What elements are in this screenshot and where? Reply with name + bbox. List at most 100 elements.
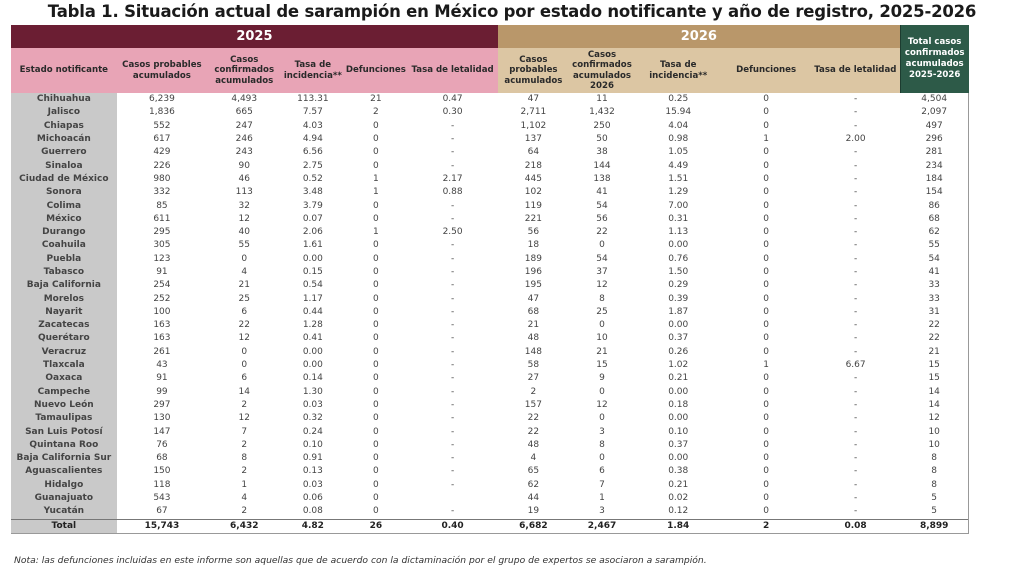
value-cell: 147: [153, 426, 171, 437]
state-name: Querétaro: [11, 332, 117, 346]
value-cell: 611: [153, 213, 171, 224]
value-cell: -: [853, 439, 858, 450]
value-cell: 0: [763, 426, 769, 437]
value-cell: 0.31: [668, 213, 689, 224]
value-cell: 243: [235, 147, 253, 158]
total-cell: 281: [900, 146, 970, 160]
total-cell: 8: [900, 452, 970, 466]
value-cell: 22: [527, 426, 540, 437]
value-cell: 4: [530, 453, 537, 464]
value-cell: -: [853, 107, 858, 118]
value-cell: 85: [156, 200, 168, 211]
value-cell: 19: [527, 506, 540, 517]
value-cell: 64: [527, 147, 540, 158]
state-name: Guanajuato: [11, 491, 117, 506]
value-cell: 99: [156, 386, 168, 397]
value-cell: 2: [721, 518, 811, 534]
value-cell: 617: [153, 134, 171, 145]
value-cell: 2: [373, 107, 379, 118]
value-cell: 189: [524, 253, 542, 264]
value-cell: 4,493: [231, 94, 258, 105]
table-row: San Luis Potosí 147 7 0.24 0 - 22 3 0.10 0 - 10: [11, 425, 970, 439]
value-cell: -: [853, 479, 858, 490]
value-cell: 0: [763, 439, 769, 450]
value-cell: 0: [373, 306, 379, 317]
table-row: Durango 295 40 2.06 1 2.50 56 22 1.13 0 - 62: [11, 225, 970, 240]
value-cell: 0: [241, 360, 248, 371]
value-cell: 0.24: [302, 426, 323, 437]
value-cell: 3.48: [302, 187, 323, 198]
state-name: Tabasco: [11, 265, 117, 280]
state-name: Sonora: [11, 186, 117, 200]
total-cell: 8,899: [900, 518, 970, 534]
value-cell: 7.00: [668, 200, 689, 211]
value-cell: -: [853, 240, 858, 251]
value-cell: 0: [763, 240, 769, 251]
table-row: Zacatecas 163 22 1.28 0 - 21 0 0.00 0 - 22: [11, 319, 970, 333]
value-cell: -: [853, 253, 858, 264]
value-cell: -: [853, 306, 858, 317]
value-cell: 1,432: [589, 107, 615, 118]
column-header-row: Estado notificante Casos probables acumu…: [11, 48, 969, 93]
table-row: Baja California Sur 68 8 0.91 0 - 4 0 0.00 0 - 8: [11, 452, 970, 466]
value-cell: 68: [527, 306, 540, 317]
state-name: Coahuila: [11, 239, 117, 253]
value-cell: 4.04: [668, 120, 689, 131]
value-cell: 0: [763, 493, 769, 504]
value-cell: 0.10: [668, 426, 689, 437]
value-cell: -: [853, 333, 858, 344]
total-cell: 2,097: [900, 106, 970, 120]
value-cell: -: [853, 320, 858, 331]
value-cell: 0: [373, 320, 379, 331]
state-name: Baja California Sur: [11, 452, 117, 466]
value-cell: -: [450, 213, 455, 224]
value-cell: 2,467: [568, 518, 636, 534]
value-cell: 0.00: [668, 413, 689, 424]
value-cell: 1.02: [668, 360, 689, 371]
value-cell: 0: [599, 413, 605, 424]
table-row: Chiapas 552 247 4.03 0 - 1,102 250 4.04 0 - 497: [11, 119, 970, 133]
value-cell: -: [450, 360, 455, 371]
value-cell: 3: [599, 426, 605, 437]
total-cell: 14: [900, 398, 970, 413]
value-cell: -: [853, 506, 858, 517]
value-cell: 0: [373, 267, 379, 277]
value-cell: 543: [153, 493, 171, 504]
value-cell: 0.00: [668, 453, 689, 464]
value-cell: 47: [527, 94, 540, 105]
value-cell: -: [853, 187, 858, 198]
value-cell: 221: [524, 213, 542, 224]
value-cell: 0.52: [302, 173, 323, 184]
value-cell: 137: [524, 134, 542, 145]
value-cell: 0.91: [302, 453, 323, 464]
value-cell: 1: [373, 227, 379, 238]
value-cell: 0: [373, 506, 379, 517]
value-cell: 0: [763, 200, 769, 211]
value-cell: 0: [373, 134, 379, 145]
total-cell: 12: [900, 412, 970, 426]
value-cell: 0: [373, 200, 379, 211]
defunciones-2026-header: Defunciones: [721, 48, 811, 93]
value-cell: 1.50: [668, 267, 689, 277]
value-cell: 12: [238, 413, 250, 424]
value-cell: 12: [238, 213, 250, 224]
value-cell: 22: [238, 320, 250, 331]
value-cell: 15: [596, 360, 608, 371]
total-cell: 497: [900, 119, 970, 133]
total-cell: 22: [900, 332, 970, 346]
incidencia-2025-header: Tasa de incidencia**: [281, 48, 345, 93]
value-cell: 118: [153, 479, 171, 490]
value-cell: 21: [370, 94, 382, 105]
value-cell: 48: [527, 439, 540, 450]
value-cell: 150: [153, 466, 171, 477]
value-cell: 7.57: [302, 107, 323, 118]
value-cell: 0.14: [302, 373, 323, 384]
state-name: Nuevo León: [11, 398, 117, 413]
value-cell: 332: [153, 187, 171, 198]
table-body: Chihuahua 6,239 4,493 113.31 21 0.47 47 11 0.25 0…: [11, 93, 970, 534]
value-cell: -: [853, 200, 858, 211]
total-cell: 41: [900, 265, 970, 280]
state-name: San Luis Potosí: [11, 425, 117, 439]
value-cell: -: [450, 333, 455, 344]
value-cell: 261: [153, 346, 171, 357]
